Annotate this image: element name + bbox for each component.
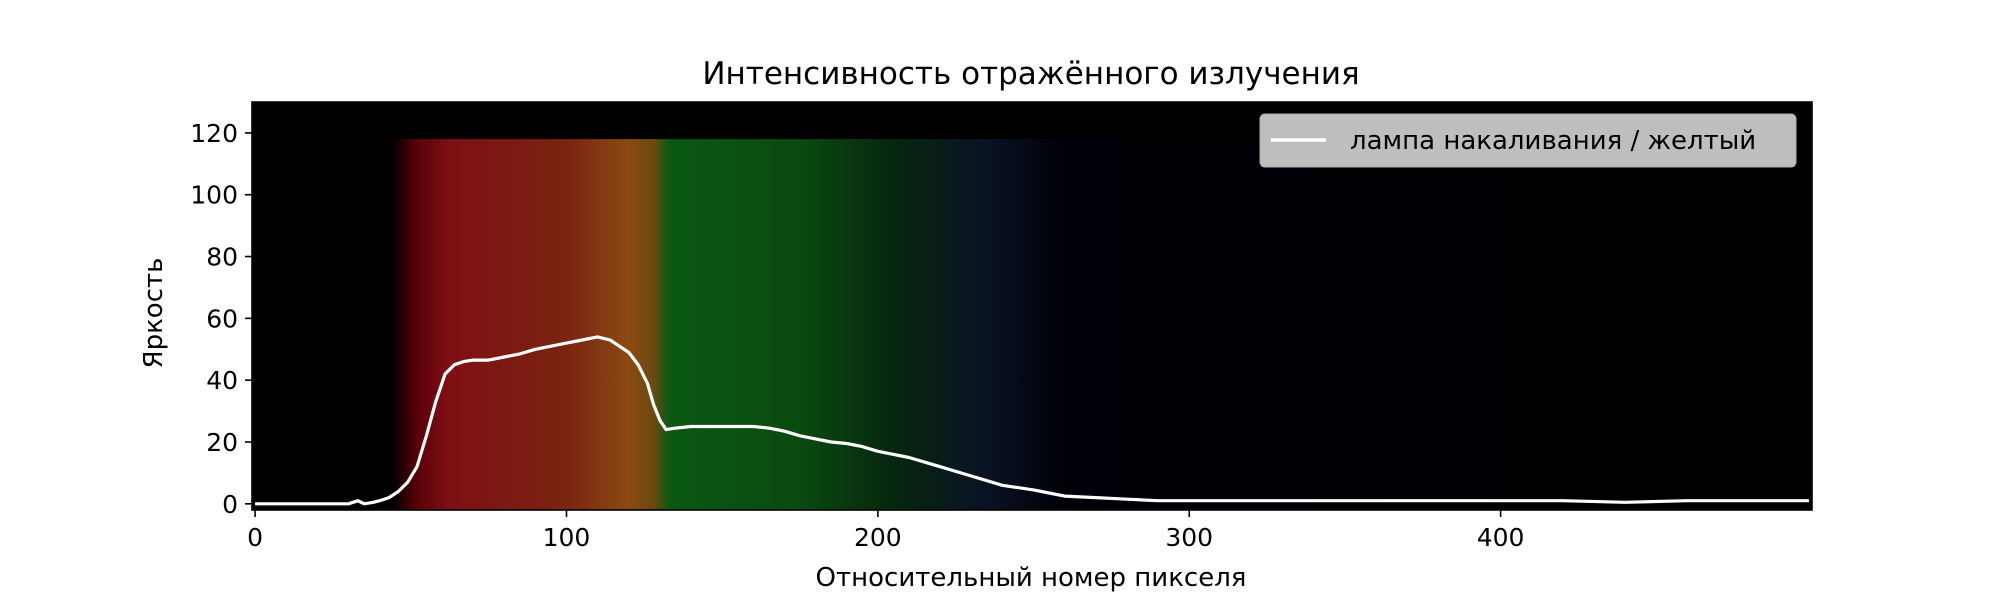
y-axis: 0 20 40 60 80 100 120: [190, 119, 252, 519]
y-tick-label: 60: [206, 304, 238, 333]
spectrum-band: [252, 139, 1812, 510]
y-tick-label: 80: [206, 243, 238, 272]
series-line-lamp: [255, 335, 1809, 506]
x-tick-label: 400: [1477, 523, 1525, 552]
y-tick-label: 100: [190, 181, 238, 210]
x-tick-label: 0: [247, 523, 263, 552]
y-tick-label: 20: [206, 428, 238, 457]
y-axis-title: Яркость: [139, 258, 169, 369]
x-tick-label: 200: [854, 523, 902, 552]
legend: лампа накаливания / желтый: [1259, 113, 1797, 168]
legend-box: [1259, 113, 1797, 168]
plot-area: [251, 101, 1813, 511]
x-tick-label: 300: [1165, 523, 1213, 552]
chart-title: Интенсивность отражённого излучения: [702, 56, 1359, 92]
x-axis: 0 100 200 300 400: [247, 510, 1524, 552]
legend-label: лампа накаливания / желтый: [1350, 126, 1756, 156]
plot-frame: [251, 101, 1813, 511]
y-tick-label: 40: [206, 366, 238, 395]
x-tick-label: 100: [543, 523, 591, 552]
y-tick-label: 120: [190, 119, 238, 148]
x-axis-title: Относительный номер пикселя: [816, 563, 1247, 593]
y-tick-label: 0: [222, 490, 238, 519]
